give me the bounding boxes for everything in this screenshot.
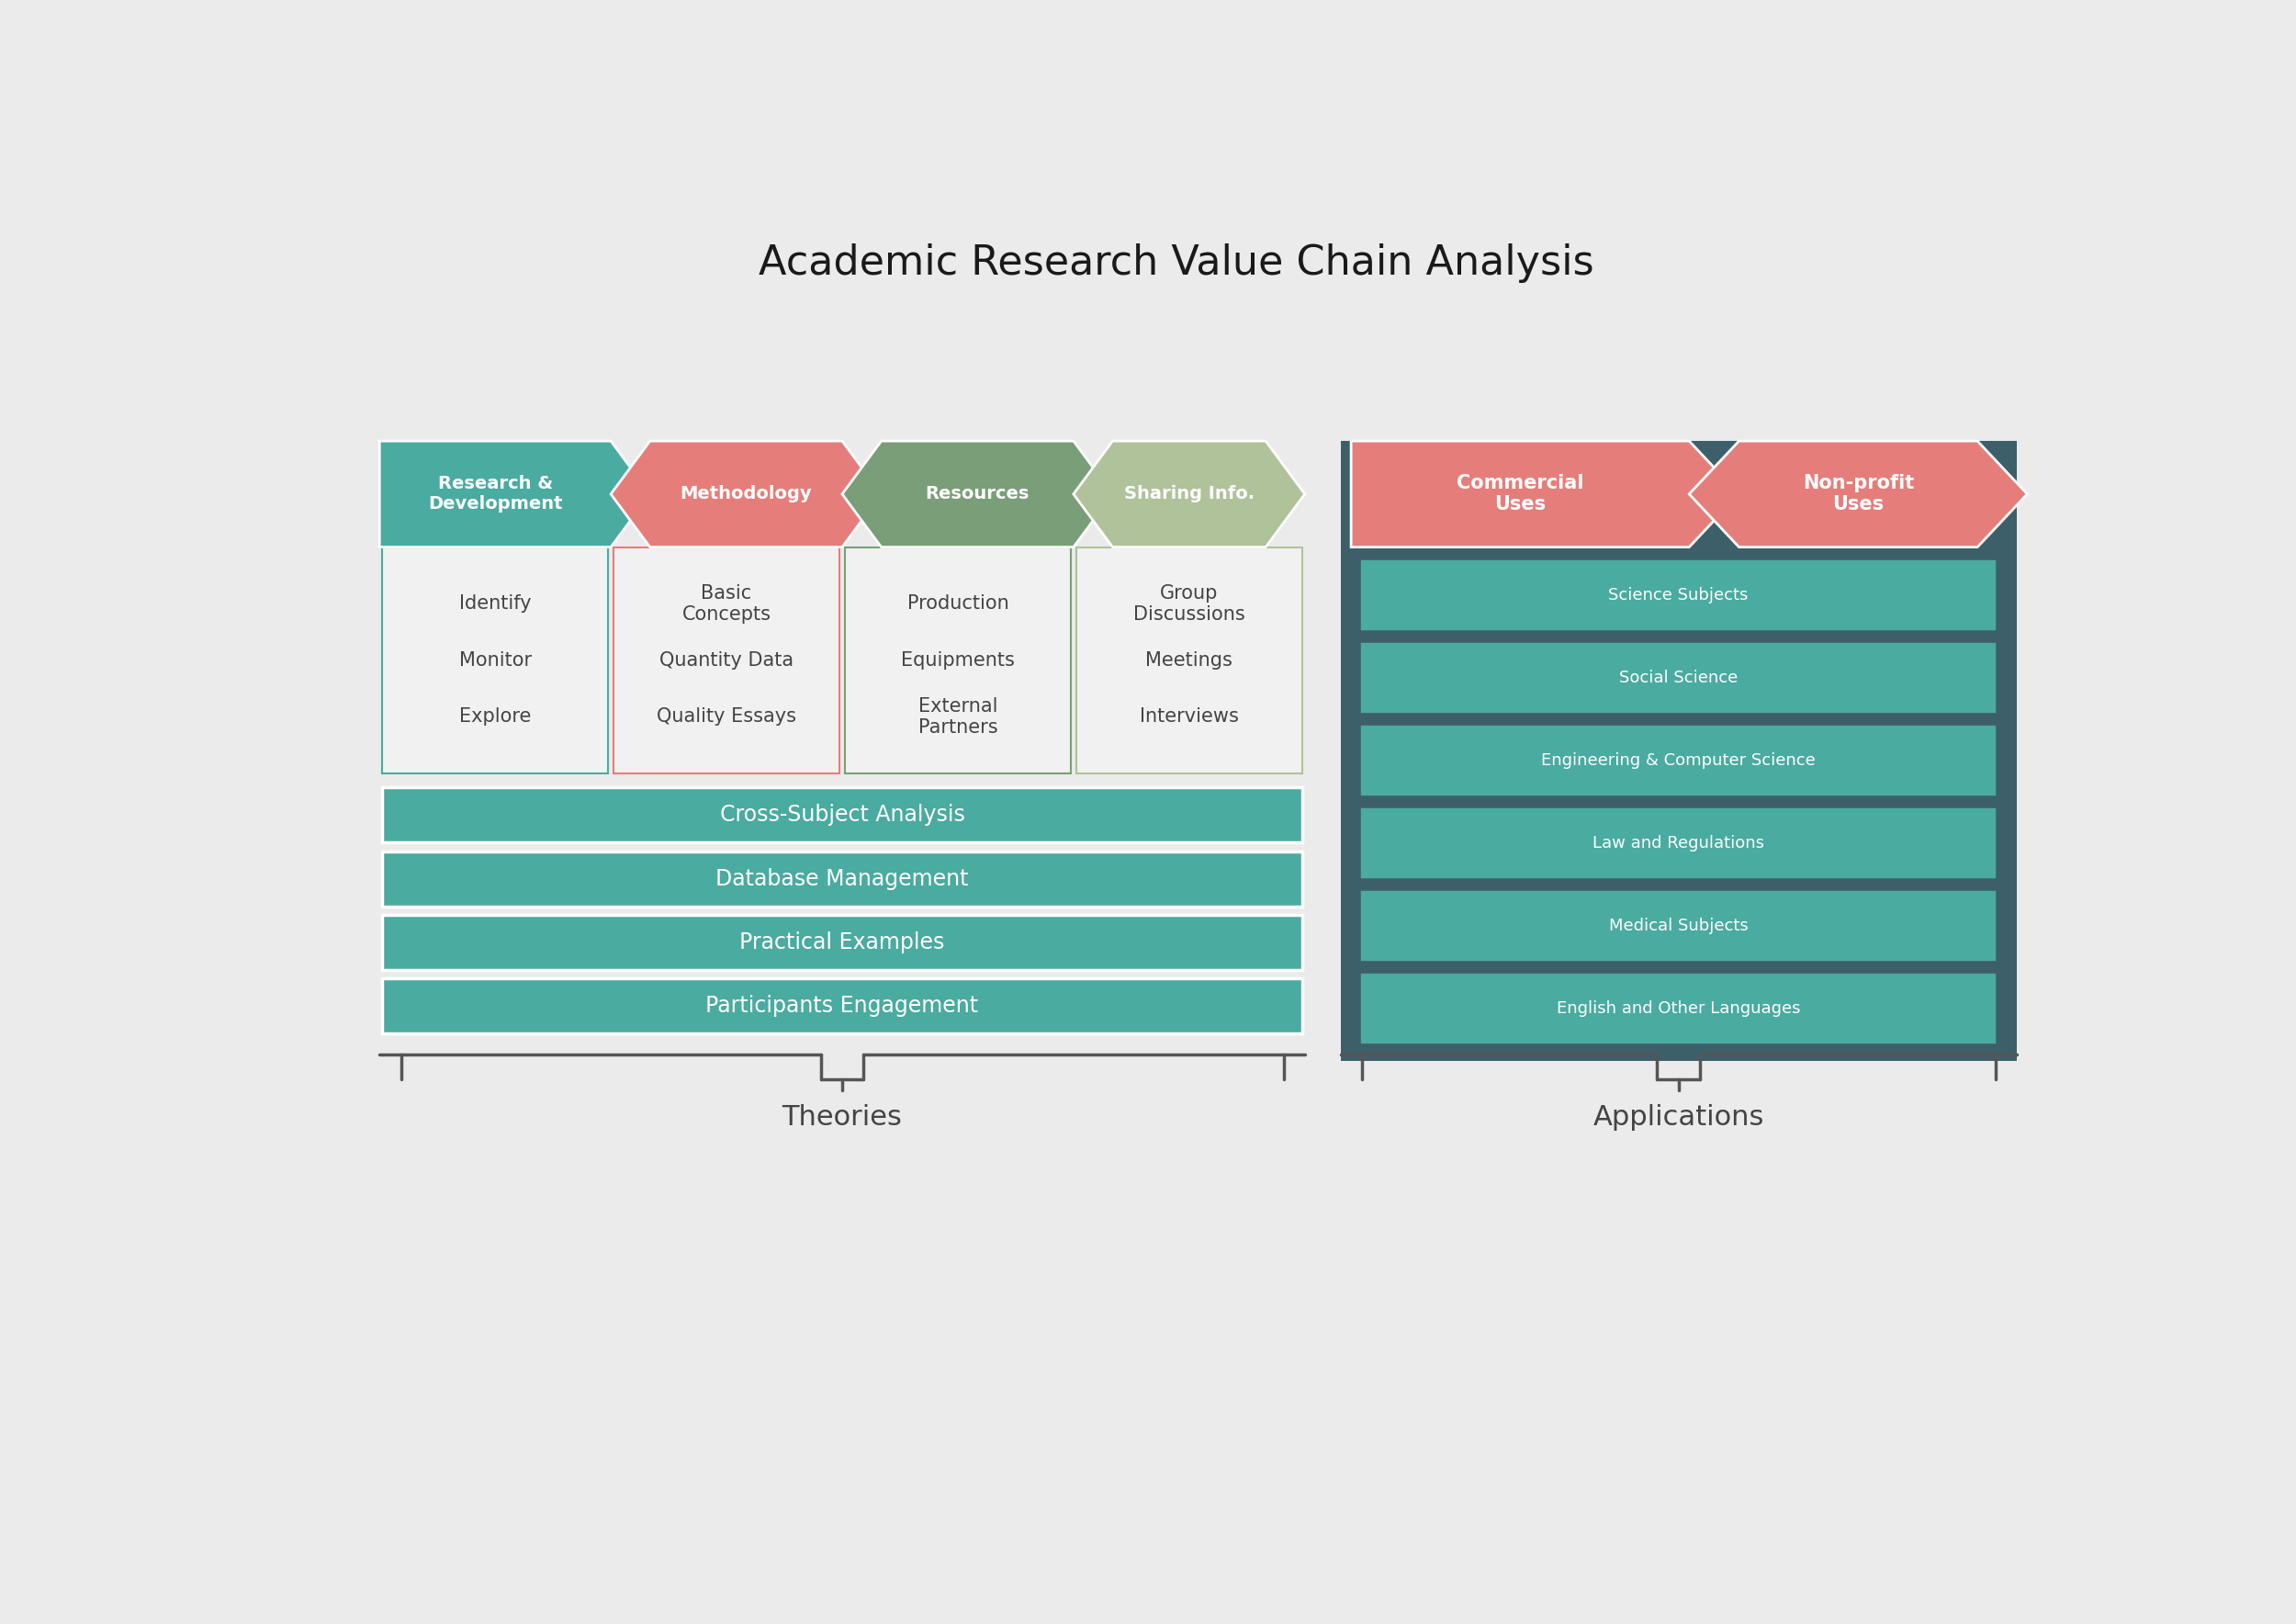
Text: Interviews: Interviews [1139, 708, 1240, 726]
FancyBboxPatch shape [1359, 723, 2000, 799]
Text: Law and Regulations: Law and Regulations [1593, 835, 1763, 851]
Text: Meetings: Meetings [1146, 651, 1233, 669]
FancyBboxPatch shape [845, 547, 1070, 773]
Text: Production: Production [907, 594, 1008, 612]
Text: Database Management: Database Management [716, 867, 969, 890]
Text: Social Science: Social Science [1619, 669, 1738, 687]
FancyBboxPatch shape [1359, 971, 2000, 1046]
FancyBboxPatch shape [383, 979, 1302, 1034]
Text: Practical Examples: Practical Examples [739, 932, 944, 953]
Text: Science Subjects: Science Subjects [1609, 588, 1750, 604]
Polygon shape [843, 442, 1114, 547]
Text: Group
Discussions: Group Discussions [1134, 585, 1244, 624]
Text: Cross-Subject Analysis: Cross-Subject Analysis [719, 804, 964, 827]
Text: External
Partners: External Partners [918, 697, 996, 737]
Text: Theories: Theories [783, 1104, 902, 1130]
Text: Explore: Explore [459, 708, 530, 726]
Text: Basic
Concepts: Basic Concepts [682, 585, 771, 624]
Text: Equipments: Equipments [900, 651, 1015, 669]
FancyBboxPatch shape [383, 547, 608, 773]
Text: English and Other Languages: English and Other Languages [1557, 1000, 1800, 1017]
Polygon shape [379, 442, 650, 547]
FancyBboxPatch shape [1077, 547, 1302, 773]
Text: Methodology: Methodology [680, 486, 813, 503]
Text: Quality Essays: Quality Essays [657, 708, 797, 726]
FancyBboxPatch shape [383, 914, 1302, 970]
FancyBboxPatch shape [1359, 640, 2000, 716]
Text: Applications: Applications [1593, 1104, 1763, 1130]
Text: Identify: Identify [459, 594, 530, 612]
Polygon shape [1075, 442, 1304, 547]
Polygon shape [611, 442, 882, 547]
Text: Participants Engagement: Participants Engagement [705, 996, 978, 1017]
Text: Commercial
Uses: Commercial Uses [1456, 474, 1584, 513]
Text: Engineering & Computer Science: Engineering & Computer Science [1541, 752, 1816, 770]
Text: Monitor: Monitor [459, 651, 533, 669]
Polygon shape [1350, 442, 1738, 547]
Text: Quantity Data: Quantity Data [659, 651, 794, 669]
FancyBboxPatch shape [1359, 806, 2000, 882]
Text: Resources: Resources [925, 486, 1029, 503]
FancyBboxPatch shape [613, 547, 840, 773]
Text: Sharing Info.: Sharing Info. [1125, 486, 1254, 503]
FancyBboxPatch shape [1341, 442, 2016, 1060]
FancyBboxPatch shape [1359, 888, 2000, 963]
FancyBboxPatch shape [383, 788, 1302, 843]
Polygon shape [1690, 442, 2027, 547]
FancyBboxPatch shape [1359, 557, 2000, 633]
Text: Research &
Development: Research & Development [427, 476, 563, 513]
Text: Medical Subjects: Medical Subjects [1609, 918, 1747, 934]
Text: Academic Research Value Chain Analysis: Academic Research Value Chain Analysis [760, 244, 1593, 283]
FancyBboxPatch shape [383, 851, 1302, 906]
Text: Non-profit
Uses: Non-profit Uses [1802, 474, 1915, 513]
